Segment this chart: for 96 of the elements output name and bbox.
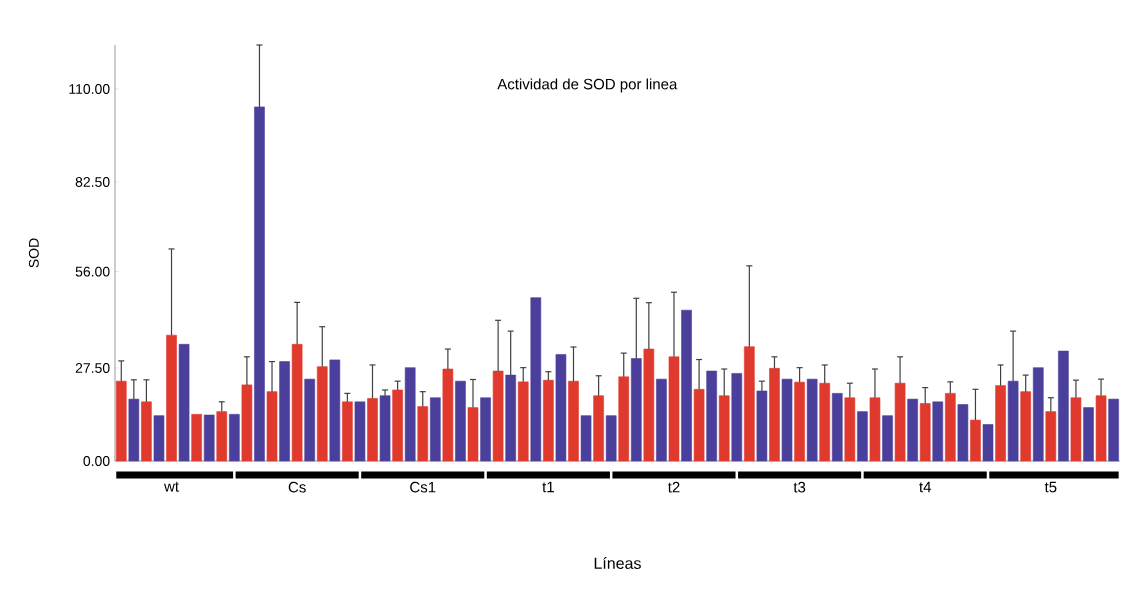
x-tick-label: t3 bbox=[793, 481, 806, 493]
bar bbox=[718, 395, 730, 462]
bar bbox=[781, 378, 793, 462]
bar bbox=[945, 393, 956, 462]
bar bbox=[844, 397, 856, 462]
bar bbox=[593, 395, 604, 462]
bar bbox=[932, 401, 944, 462]
bar bbox=[731, 373, 743, 462]
x-tick-label: t1 bbox=[542, 481, 554, 493]
bar bbox=[291, 344, 303, 462]
bar bbox=[254, 106, 265, 462]
x-tick-label: Cs bbox=[288, 481, 306, 493]
y-tick-label: 110.00 bbox=[69, 84, 110, 94]
bar bbox=[392, 389, 403, 462]
bar bbox=[1095, 395, 1107, 462]
bar bbox=[467, 407, 479, 462]
bar bbox=[517, 381, 529, 462]
bar bbox=[555, 354, 567, 462]
bar bbox=[379, 395, 391, 462]
bar bbox=[681, 309, 692, 462]
y-tick-label: 27.50 bbox=[75, 363, 110, 373]
bar bbox=[354, 401, 366, 462]
bar bbox=[442, 368, 454, 462]
x-tick-label: Cs1 bbox=[410, 481, 436, 493]
bar bbox=[316, 366, 328, 462]
bar bbox=[455, 380, 466, 462]
x-tick-label: t2 bbox=[667, 481, 680, 493]
bar bbox=[769, 368, 780, 462]
bar bbox=[1058, 350, 1069, 462]
bar bbox=[367, 398, 378, 462]
bar bbox=[191, 414, 202, 462]
bar bbox=[1083, 407, 1094, 462]
bar bbox=[580, 415, 592, 462]
bar bbox=[894, 382, 906, 462]
bar bbox=[480, 397, 491, 462]
bar bbox=[831, 393, 843, 462]
bar bbox=[430, 397, 441, 462]
bar bbox=[530, 297, 542, 462]
x-axis-title: Líneas bbox=[594, 557, 641, 569]
bar bbox=[417, 406, 429, 462]
bar bbox=[756, 390, 768, 462]
x-tick-label: wt bbox=[164, 481, 179, 492]
bar bbox=[492, 370, 504, 462]
bar bbox=[1070, 397, 1082, 462]
bar bbox=[995, 385, 1006, 462]
bar bbox=[279, 361, 290, 462]
bar bbox=[128, 398, 140, 462]
y-tick-label: 82.50 bbox=[75, 177, 110, 187]
bar bbox=[907, 398, 918, 462]
bar bbox=[668, 356, 680, 462]
bar bbox=[744, 346, 755, 462]
bar bbox=[241, 384, 253, 462]
x-tick-label: t5 bbox=[1044, 481, 1057, 493]
bar bbox=[342, 401, 353, 462]
y-tick-label: 0.00 bbox=[83, 456, 110, 466]
bar bbox=[166, 334, 177, 462]
bar bbox=[1032, 367, 1044, 462]
bar bbox=[543, 379, 554, 462]
bar bbox=[153, 415, 165, 462]
bar bbox=[304, 378, 315, 462]
bar bbox=[857, 411, 868, 462]
bar bbox=[404, 367, 416, 462]
bar bbox=[568, 380, 579, 462]
bar bbox=[656, 378, 667, 462]
bar bbox=[1007, 380, 1019, 462]
bar bbox=[1108, 398, 1119, 462]
bar bbox=[982, 424, 994, 462]
bar bbox=[115, 380, 127, 462]
bar bbox=[882, 415, 893, 462]
bar bbox=[618, 376, 630, 462]
y-tick-label: 56.00 bbox=[75, 266, 110, 277]
y-axis-title: SOD bbox=[28, 238, 39, 268]
bar bbox=[1045, 411, 1057, 462]
x-tick-label: t4 bbox=[919, 481, 932, 493]
bar bbox=[957, 404, 969, 462]
bar bbox=[693, 389, 705, 462]
bar bbox=[869, 397, 881, 462]
bar bbox=[266, 391, 278, 462]
bar bbox=[706, 370, 717, 462]
bar bbox=[919, 403, 931, 462]
bar bbox=[605, 415, 617, 462]
bar bbox=[806, 378, 818, 462]
bar bbox=[1020, 391, 1031, 462]
bar bbox=[203, 414, 215, 462]
bar bbox=[643, 348, 655, 462]
bar bbox=[505, 374, 516, 462]
bar bbox=[329, 359, 341, 462]
bar bbox=[631, 358, 642, 462]
text: Actividad de SOD por linea bbox=[497, 78, 678, 93]
bar bbox=[141, 401, 152, 462]
bar bbox=[178, 344, 190, 462]
bar bbox=[229, 414, 240, 462]
bar bbox=[794, 381, 805, 462]
bar bbox=[819, 382, 831, 462]
bar bbox=[216, 411, 228, 462]
bar bbox=[970, 419, 981, 462]
